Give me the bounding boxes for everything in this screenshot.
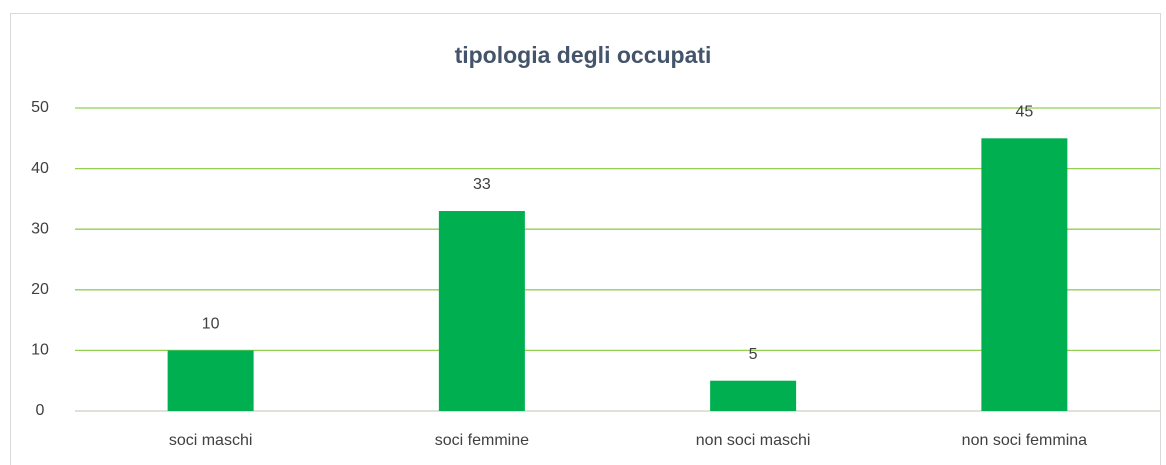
x-tick-label: soci femmine bbox=[435, 432, 529, 449]
data-label: 33 bbox=[473, 176, 491, 193]
x-tick-label: non soci maschi bbox=[696, 432, 811, 449]
y-tick-label: 40 bbox=[31, 160, 49, 177]
x-tick-label: non soci femmina bbox=[962, 432, 1087, 449]
data-label: 5 bbox=[749, 346, 758, 363]
y-tick-label: 50 bbox=[31, 99, 49, 116]
bar bbox=[710, 380, 797, 411]
bar bbox=[981, 138, 1068, 412]
y-tick-label: 0 bbox=[36, 402, 45, 419]
y-tick-label: 10 bbox=[31, 342, 49, 359]
data-label: 45 bbox=[1015, 104, 1033, 121]
chart-title: tipologia degli occupati bbox=[455, 42, 712, 68]
bar bbox=[167, 350, 254, 411]
y-tick-label: 20 bbox=[31, 281, 49, 298]
y-tick-label: 30 bbox=[31, 220, 49, 237]
x-tick-label: soci maschi bbox=[169, 432, 253, 449]
bar bbox=[438, 211, 525, 411]
data-label: 10 bbox=[202, 316, 220, 333]
